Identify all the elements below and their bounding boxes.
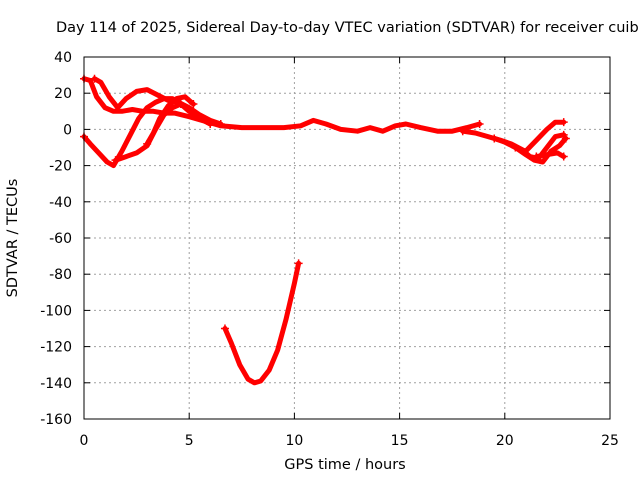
series-line-sat-c — [81, 96, 213, 169]
y-axis-label: SDTVAR / TECUs — [5, 178, 21, 298]
y-tick-label: -60 — [49, 231, 72, 247]
series-endpoint-marker — [559, 118, 568, 127]
y-tick-label: -120 — [40, 340, 72, 356]
series-endpoint-marker — [294, 259, 303, 268]
series-endpoint-marker — [176, 100, 185, 109]
series-endpoint-marker — [559, 152, 568, 161]
y-tick-label: -100 — [40, 303, 72, 319]
chart-title: Day 114 of 2025, Sidereal Day-to-day VTE… — [56, 20, 639, 36]
series-endpoint-marker — [111, 156, 120, 165]
x-tick-label: 5 — [185, 433, 194, 449]
y-tick-label: -80 — [49, 267, 72, 283]
y-tick-label: -40 — [49, 195, 72, 211]
x-tick-label: 10 — [285, 433, 303, 449]
series-line-sat-j — [533, 150, 567, 160]
series-line-sat-b — [92, 76, 224, 127]
series-endpoint-marker — [475, 119, 484, 128]
grid — [84, 57, 610, 419]
series-endpoint-marker — [216, 119, 225, 128]
y-tick-label: 20 — [54, 86, 72, 102]
series-group — [80, 74, 570, 386]
series-endpoint-marker — [532, 152, 541, 161]
ticks: 0 5 10 15 20 25 40 20 0 -20 -40 -60 -80 -100 -120 -140 -… — [40, 50, 619, 449]
series-endpoint-marker — [189, 100, 198, 109]
x-tick-label: 25 — [601, 433, 619, 449]
y-tick-label: 40 — [54, 50, 72, 66]
series-endpoint-marker — [561, 134, 570, 143]
series-line-sat-i — [512, 119, 567, 154]
y-tick-label: -20 — [49, 159, 72, 175]
y-tick-label: 0 — [63, 122, 72, 138]
series-endpoint-marker — [458, 127, 467, 136]
series-endpoint-marker — [220, 324, 229, 333]
series-endpoint-marker — [90, 74, 99, 83]
series-line-sat-f — [222, 260, 302, 386]
x-tick-label: 15 — [391, 433, 409, 449]
y-tick-label: -160 — [40, 412, 72, 428]
y-tick-label: -140 — [40, 376, 72, 392]
series-line-sat-a — [81, 76, 483, 134]
x-axis-label: GPS time / hours — [284, 457, 406, 473]
series-line-sat-e — [144, 94, 196, 147]
x-tick-label: 20 — [496, 433, 514, 449]
series-endpoint-marker — [511, 143, 520, 152]
series-endpoint-marker — [143, 139, 152, 148]
series-line-sat-h — [491, 135, 569, 165]
x-tick-label: 0 — [80, 433, 89, 449]
series-endpoint-marker — [206, 119, 215, 128]
series-endpoint-marker — [490, 134, 499, 143]
